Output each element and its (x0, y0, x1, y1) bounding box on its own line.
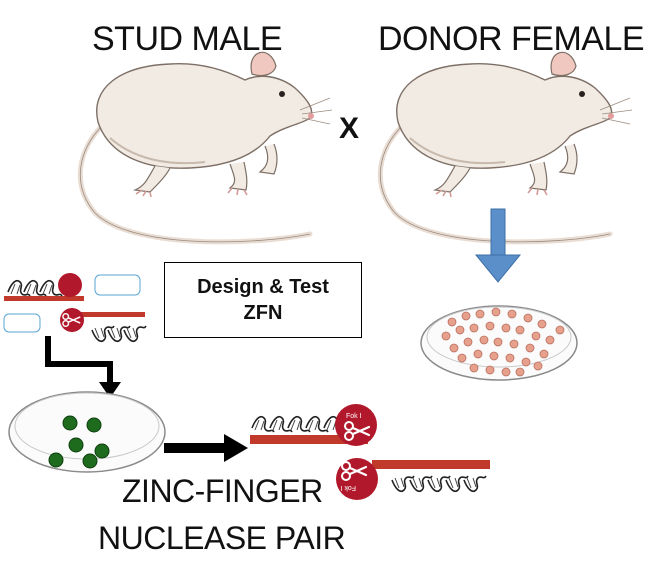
small-zfn-schematic (3, 273, 147, 343)
zinc-finger-nuclease-pair: Fok I Fok I (250, 404, 490, 500)
design-test-label: Design & Test (197, 276, 329, 298)
male-rat-illustration (80, 52, 332, 242)
design-test-zfn-box: Design & Test ZFN (164, 262, 362, 338)
donor-female-label: DONOR FEMALE (378, 20, 645, 58)
zinc-finger-title: ZINC-FINGER (122, 473, 323, 509)
embryo-dish (420, 305, 578, 381)
zfn-label: ZFN (243, 302, 283, 324)
black-elbow-arrow-icon (45, 336, 121, 398)
fok-label-top: Fok I (346, 413, 362, 420)
cross-symbol: X (339, 112, 360, 145)
black-right-arrow-icon (164, 434, 248, 462)
blue-down-arrow-icon (474, 208, 522, 283)
zfn-cell-dish (8, 391, 166, 473)
female-rat-illustration (380, 52, 632, 242)
stud-male-label: STUD MALE (92, 20, 283, 58)
nuclease-pair-title: NUCLEASE PAIR (98, 520, 346, 556)
fok-label-bottom: Fok I (340, 484, 356, 491)
